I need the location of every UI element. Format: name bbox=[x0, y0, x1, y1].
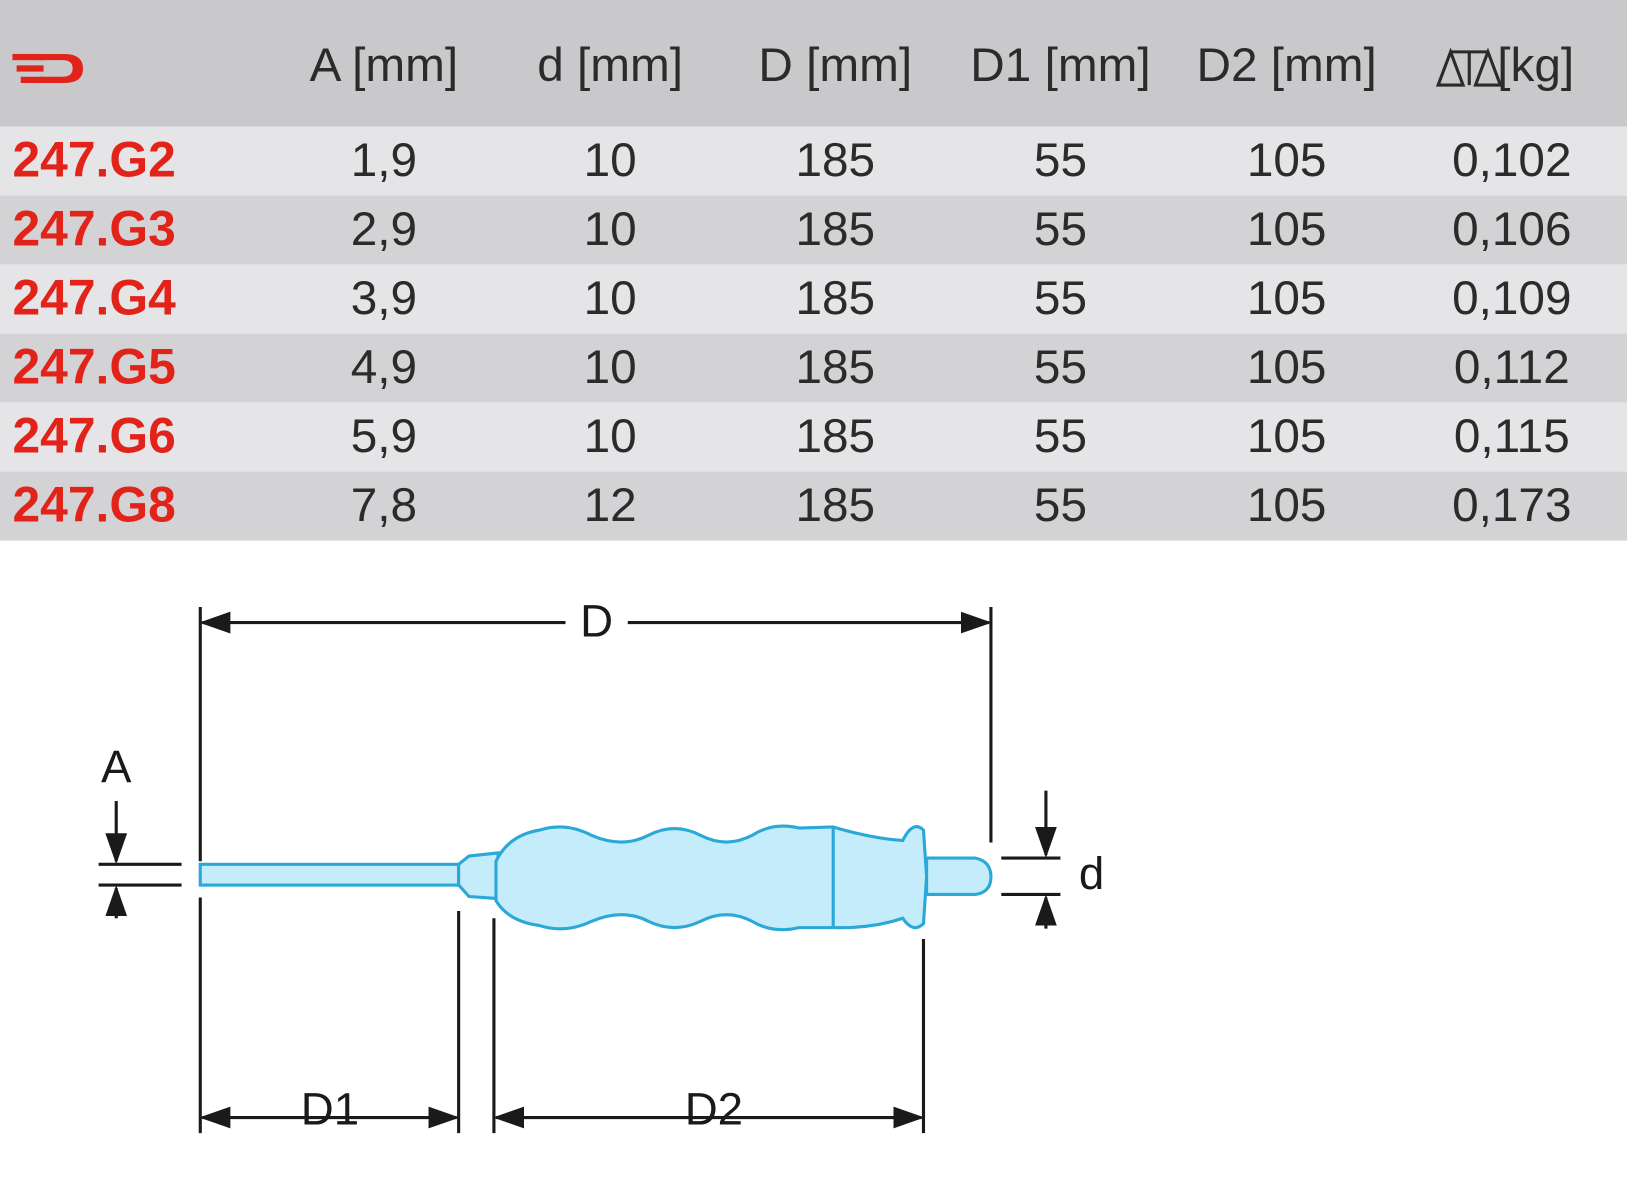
dim-label: d bbox=[1079, 848, 1104, 899]
column-header: D [mm] bbox=[758, 39, 912, 92]
pin-shaft bbox=[198, 862, 461, 887]
table-cell: 4,9 bbox=[351, 341, 417, 394]
header-row bbox=[0, 0, 1627, 127]
table-cell: 105 bbox=[1247, 410, 1327, 463]
table-cell: 2,9 bbox=[351, 203, 417, 256]
table-cell: 10 bbox=[584, 341, 637, 394]
table-row bbox=[0, 264, 1627, 334]
table-cell: 55 bbox=[1034, 341, 1087, 394]
brand-logo bbox=[12, 53, 84, 84]
table-cell: 5,9 bbox=[351, 410, 417, 463]
table-cell: 185 bbox=[795, 134, 875, 187]
dim-label: A bbox=[101, 741, 132, 792]
item-code: 247.G5 bbox=[12, 338, 175, 394]
table-cell: 10 bbox=[584, 272, 637, 325]
scale-icon bbox=[1435, 47, 1503, 87]
table-cell: 55 bbox=[1034, 134, 1087, 187]
table-cell: 10 bbox=[584, 134, 637, 187]
table-row bbox=[0, 471, 1627, 541]
table-cell: 12 bbox=[584, 479, 637, 532]
table-cell: 0,112 bbox=[1454, 341, 1570, 394]
dim-label: D2 bbox=[685, 1083, 743, 1134]
table-cell: 1,9 bbox=[351, 134, 417, 187]
column-header: D2 [mm] bbox=[1197, 39, 1377, 92]
column-header: d [mm] bbox=[537, 39, 683, 92]
table-cell: 105 bbox=[1247, 134, 1327, 187]
item-code: 247.G4 bbox=[12, 269, 176, 325]
table-cell: 0,173 bbox=[1452, 479, 1571, 532]
table-row bbox=[0, 333, 1627, 403]
column-header: D1 [mm] bbox=[970, 39, 1150, 92]
table-cell: 3,9 bbox=[351, 272, 417, 325]
table-cell: 55 bbox=[1034, 479, 1087, 532]
item-code: 247.G3 bbox=[12, 200, 175, 256]
table-cell: 10 bbox=[584, 203, 637, 256]
column-header: [kg] bbox=[1497, 39, 1574, 92]
table-cell: 185 bbox=[795, 341, 875, 394]
table-cell: 185 bbox=[795, 410, 875, 463]
spec-table: A [mm] d [mm] D [mm] D1 [mm] D2 [mm] [kg] 247.… bbox=[0, 0, 1627, 541]
table-row bbox=[0, 126, 1627, 196]
table-cell: 0,106 bbox=[1452, 203, 1571, 256]
table-cell: 0,109 bbox=[1452, 272, 1571, 325]
table-cell: 185 bbox=[795, 203, 875, 256]
table-cell: 55 bbox=[1034, 203, 1087, 256]
table-cell: 0,102 bbox=[1452, 134, 1571, 187]
item-code: 247.G8 bbox=[12, 476, 175, 532]
table-cell: 105 bbox=[1247, 203, 1327, 256]
column-header: A [mm] bbox=[310, 39, 458, 92]
dim-label: D1 bbox=[301, 1083, 359, 1134]
table-row bbox=[0, 195, 1627, 265]
dim-label: D bbox=[580, 596, 613, 647]
item-code: 247.G6 bbox=[12, 407, 175, 463]
tool-diagram: D A d D1 D2 bbox=[98, 596, 1104, 1134]
table-cell: 10 bbox=[584, 410, 637, 463]
table-cell: 105 bbox=[1247, 341, 1327, 394]
table-cell: 185 bbox=[795, 479, 875, 532]
item-code: 247.G2 bbox=[12, 131, 175, 187]
end-cap bbox=[925, 856, 993, 896]
collar bbox=[457, 851, 500, 901]
table-cell: 105 bbox=[1247, 272, 1327, 325]
handle bbox=[494, 824, 929, 932]
table-cell: 7,8 bbox=[351, 479, 417, 532]
table-cell: 0,115 bbox=[1454, 410, 1570, 463]
table-cell: 55 bbox=[1034, 272, 1087, 325]
table-row bbox=[0, 402, 1627, 472]
table-cell: 105 bbox=[1247, 479, 1327, 532]
table-cell: 55 bbox=[1034, 410, 1087, 463]
table-cell: 185 bbox=[795, 272, 875, 325]
